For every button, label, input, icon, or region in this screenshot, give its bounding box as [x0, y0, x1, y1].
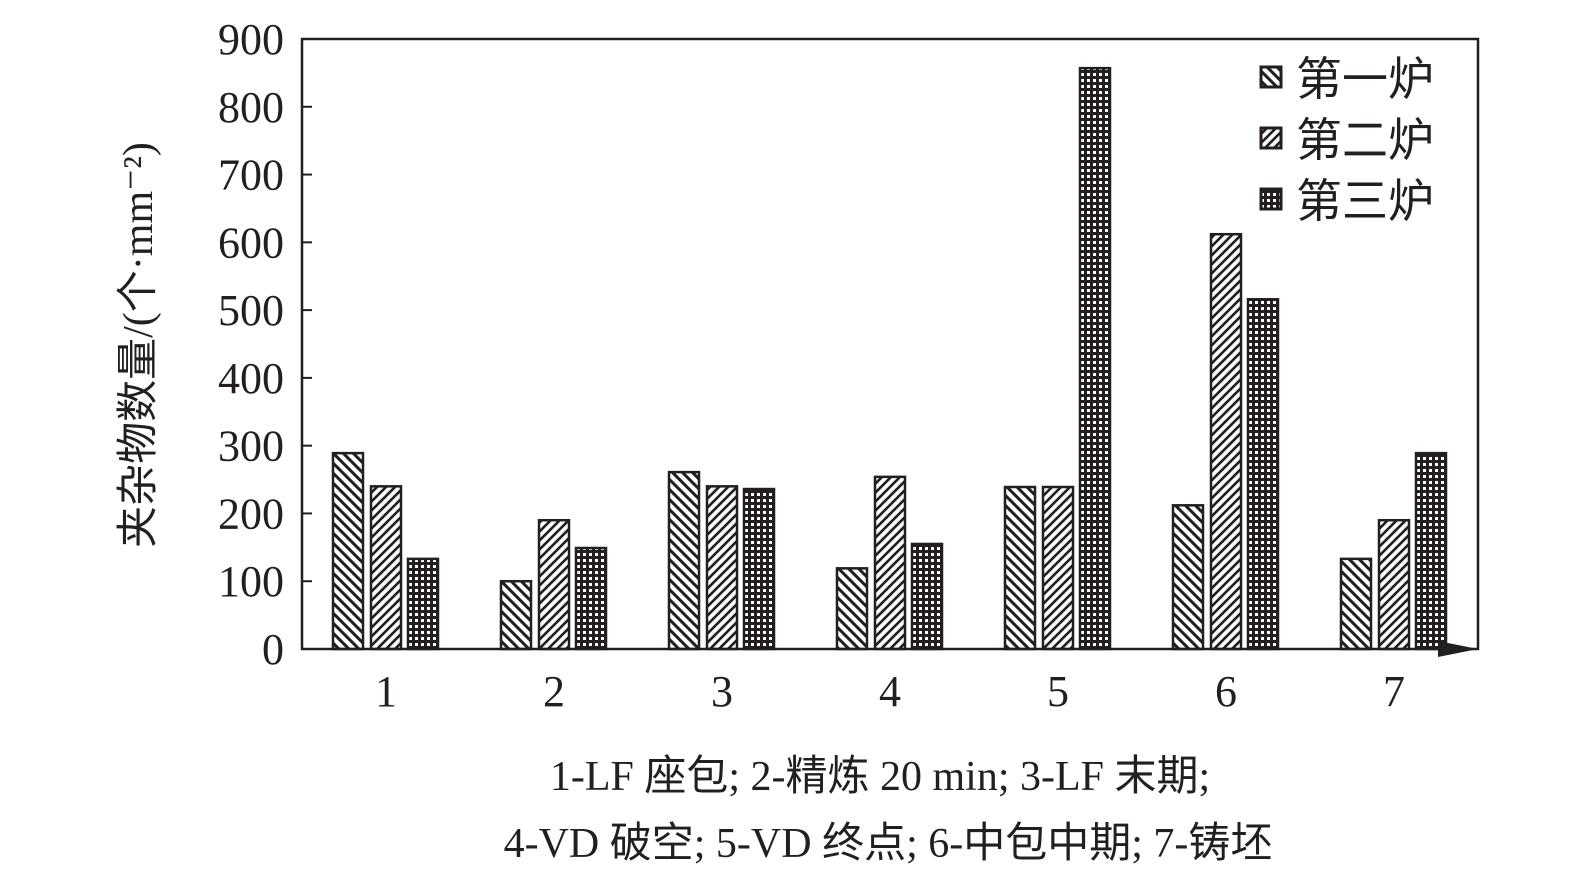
y-tick-label: 500	[218, 286, 284, 335]
y-axis-label: 夹杂物数量/(个·mm⁻²)	[116, 142, 162, 548]
x-tick-label: 2	[543, 667, 565, 716]
bar-series-1-category-7	[1339, 557, 1373, 651]
legend-swatch-2	[1259, 126, 1283, 150]
x-tick-label: 5	[1047, 667, 1069, 716]
x-tick-label: 7	[1383, 667, 1405, 716]
y-tick-label: 600	[218, 218, 284, 267]
bar-series-1-category-6	[1171, 504, 1205, 651]
y-tick-label: 200	[218, 489, 284, 538]
y-tick-label: 300	[218, 422, 284, 471]
bar-series-1-category-1	[331, 451, 365, 651]
caption-line-1: 1-LF 座包; 2-精炼 20 min; 3-LF 末期;	[550, 753, 1210, 800]
y-tick-label: 900	[218, 15, 284, 64]
legend-label-3: 第三炉	[1296, 176, 1434, 227]
legend-swatch-1	[1259, 65, 1283, 89]
bar-series-2-category-1	[369, 485, 403, 651]
legend-label-2: 第二炉	[1296, 115, 1434, 166]
bar-series-3-category-4	[910, 542, 944, 651]
bar-series-1-category-4	[835, 567, 869, 651]
y-tick-label: 400	[218, 354, 284, 403]
legend-swatch-3	[1259, 187, 1283, 211]
y-tick-label: 700	[218, 151, 284, 200]
caption-line-2: 4-VD 破空; 5-VD 终点; 6-中包中期; 7-铸坯	[504, 820, 1273, 867]
plot-frame	[300, 37, 1480, 651]
bar-series-3-category-3	[742, 487, 776, 651]
bar-series-3-category-7	[1414, 451, 1448, 651]
bar-series-3-category-1	[406, 557, 440, 651]
y-tick-label: 100	[218, 557, 284, 606]
x-tick-label: 1	[375, 667, 397, 716]
x-axis-arrow	[1438, 641, 1478, 657]
bar-series-1-category-2	[499, 579, 533, 651]
legend-label-1: 第一炉	[1296, 54, 1434, 105]
bar-series-3-category-2	[574, 546, 608, 651]
x-tick-label: 3	[711, 667, 733, 716]
bar-series-2-category-5	[1041, 485, 1075, 651]
x-tick-label: 4	[879, 667, 901, 716]
bar-series-2-category-4	[873, 475, 907, 651]
bar-series-3-category-5	[1078, 66, 1112, 651]
x-tick-label: 6	[1215, 667, 1237, 716]
bar-series-2-category-2	[537, 518, 571, 651]
bar-series-2-category-3	[705, 485, 739, 651]
y-tick-label: 800	[218, 83, 284, 132]
bar-series-3-category-6	[1246, 298, 1280, 651]
bar-series-1-category-5	[1003, 485, 1037, 651]
bar-series-1-category-3	[667, 470, 701, 651]
y-tick-label: 0	[262, 625, 284, 674]
bar-series-2-category-7	[1377, 518, 1411, 651]
bar-series-2-category-6	[1209, 232, 1243, 651]
